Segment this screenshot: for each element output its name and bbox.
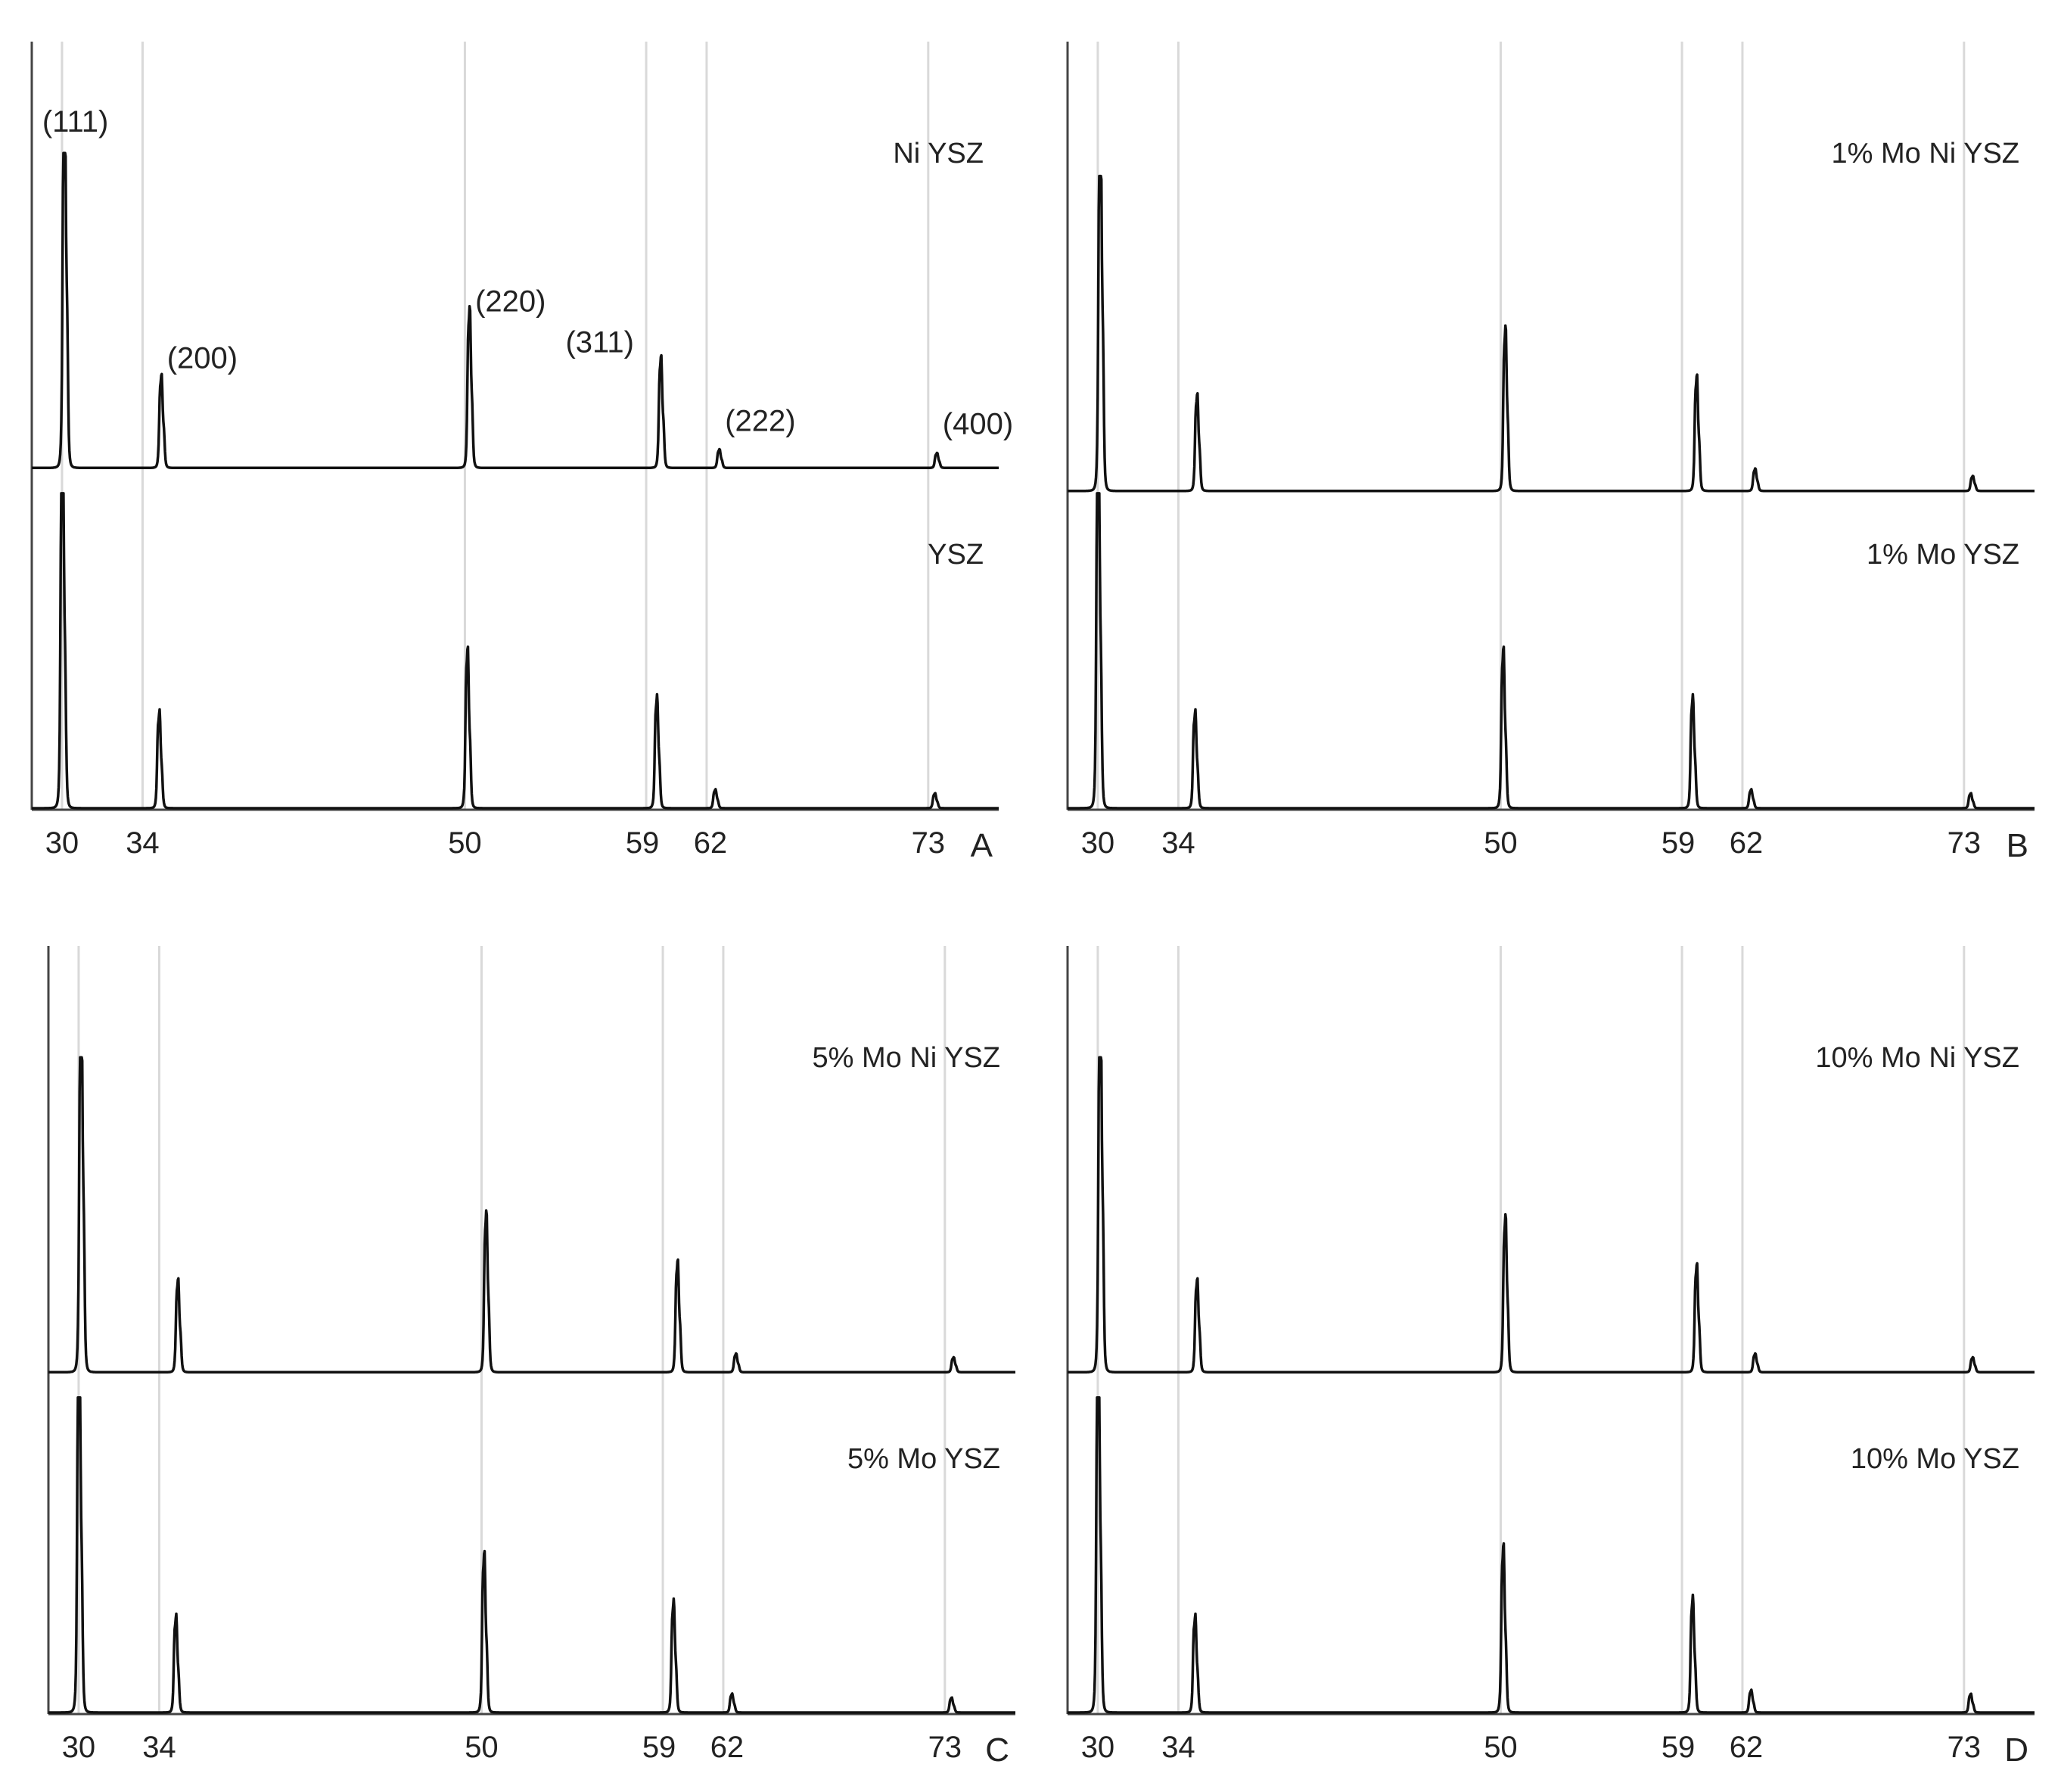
peak-hkl-label: (311) [565,325,633,359]
x-tick-label: 30 [45,826,79,860]
x-tick-label: 50 [465,1731,499,1764]
x-tick-label: 30 [62,1731,96,1764]
x-tick-label: 62 [694,826,728,860]
x-tick-label: 73 [928,1731,962,1764]
series-label: 1% Mo Ni YSZ [1832,138,2019,170]
xrd-trace-lower [47,1396,1017,1714]
x-tick-label: 73 [1948,1731,1982,1764]
series-label: 5% Mo YSZ [847,1443,1000,1475]
peak-hkl-label: (111) [42,105,108,138]
series-label: 10% Mo Ni YSZ [1815,1042,2019,1074]
xrd-trace-upper [1066,174,2036,493]
panel-label: C [985,1731,1009,1769]
x-tick-label: 34 [1161,826,1195,860]
x-tick-label: 62 [1730,1731,1764,1764]
panel-a: Ni YSZ (111) (200) (220) (311) (222) (400) YSZ 3… [30,42,1013,864]
x-tick-label: 59 [1662,826,1696,860]
x-tick-label: 59 [642,1731,676,1764]
peak-hkl-label: (400) [943,408,1013,441]
x-tick-label: 34 [1161,1731,1195,1764]
xrd-trace-upper [1066,1056,2036,1374]
series-label: 5% Mo Ni YSZ [813,1042,1000,1074]
x-tick-label: 73 [1948,826,1982,860]
xrd-trace-lower [1066,492,2036,810]
series-label: 10% Mo YSZ [1851,1443,2019,1475]
x-tick-label: 34 [126,826,160,860]
panel-label: B [2007,827,2028,864]
x-tick-label: 50 [448,826,482,860]
x-tick-label: 34 [142,1731,176,1764]
xrd-trace-upper [47,1056,1017,1374]
panel-c: 5% Mo Ni YSZ 5% Mo YSZ 30 34 50 59 62 73 C [47,946,1017,1769]
series-label: 1% Mo YSZ [1867,539,2019,571]
x-tick-label: 59 [1662,1731,1696,1764]
xrd-trace-lower [30,492,1000,810]
peak-hkl-label: (200) [167,341,238,375]
x-tick-label: 50 [1484,826,1518,860]
x-tick-label: 73 [912,826,946,860]
x-tick-label: 50 [1484,1731,1518,1764]
panel-label: A [971,827,993,864]
x-tick-label: 30 [1081,1731,1115,1764]
peak-hkl-label: (220) [475,285,546,318]
panel-b: 1% Mo Ni YSZ 1% Mo YSZ 30 34 50 59 62 73 B [1066,42,2036,864]
series-label: YSZ [928,539,984,571]
peak-hkl-label: (222) [725,405,795,438]
x-tick-label: 30 [1081,826,1115,860]
x-tick-label: 59 [626,826,660,860]
x-tick-label: 62 [1730,826,1764,860]
xrd-trace-lower [1066,1396,2036,1714]
series-label: Ni YSZ [893,138,984,170]
x-tick-label: 62 [710,1731,745,1764]
panel-label: D [2004,1731,2028,1769]
xrd-trace-upper [30,151,1000,470]
panel-d: 10% Mo Ni YSZ 10% Mo YSZ 30 34 50 59 62 73 D [1066,946,2036,1769]
